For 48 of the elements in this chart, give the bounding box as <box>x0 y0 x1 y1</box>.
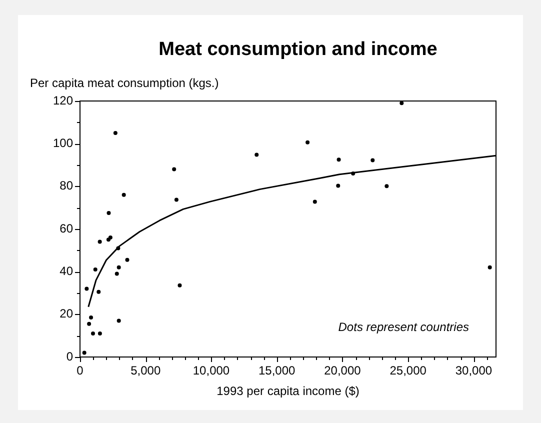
x-tick-label: 0 <box>76 364 84 378</box>
point <box>336 158 341 162</box>
chart-title: Meat consumption and income <box>158 39 438 60</box>
point <box>98 332 102 336</box>
point <box>488 265 492 270</box>
point <box>122 192 126 197</box>
x-tick-label: 30,000 <box>455 364 492 378</box>
x-tick-label: 10,000 <box>192 364 230 378</box>
annotation: Dots represent countries <box>338 320 469 334</box>
point <box>116 265 121 270</box>
point <box>98 240 102 244</box>
y-tick-label: 0 <box>66 349 74 364</box>
point <box>116 246 120 250</box>
point <box>93 268 98 272</box>
x-tick-label: 25,000 <box>390 364 427 378</box>
x-tick-label: 20,000 <box>324 364 362 378</box>
point <box>96 290 101 294</box>
point <box>125 258 130 262</box>
point <box>370 158 375 162</box>
y-tick-label: 20 <box>60 306 74 321</box>
point <box>384 184 389 188</box>
y-tick-label: 120 <box>52 93 74 108</box>
point <box>116 318 121 323</box>
y-tick-label: 40 <box>60 264 74 278</box>
point <box>312 200 317 204</box>
point <box>174 198 178 202</box>
point <box>113 131 118 135</box>
y-tick-label: 60 <box>60 221 74 236</box>
point <box>106 211 111 215</box>
x-tick-label: 5,000 <box>130 364 161 378</box>
point <box>351 172 356 176</box>
point <box>254 152 259 157</box>
point <box>336 184 340 188</box>
x-axis-title: 1993 per capita income ($) <box>216 384 360 398</box>
point <box>114 272 119 276</box>
point <box>82 350 86 355</box>
y-tick-label: 100 <box>52 136 74 150</box>
point <box>90 332 95 336</box>
y-axis-title: Per capita meat consumption (kgs.) <box>30 76 219 90</box>
point <box>172 167 176 172</box>
point <box>84 286 89 291</box>
point <box>178 283 182 288</box>
y-tick-label: 80 <box>60 178 74 193</box>
point <box>89 316 94 320</box>
point <box>306 140 310 144</box>
point <box>87 322 92 326</box>
x-tick-label: 15,000 <box>258 364 296 378</box>
point <box>400 101 404 106</box>
